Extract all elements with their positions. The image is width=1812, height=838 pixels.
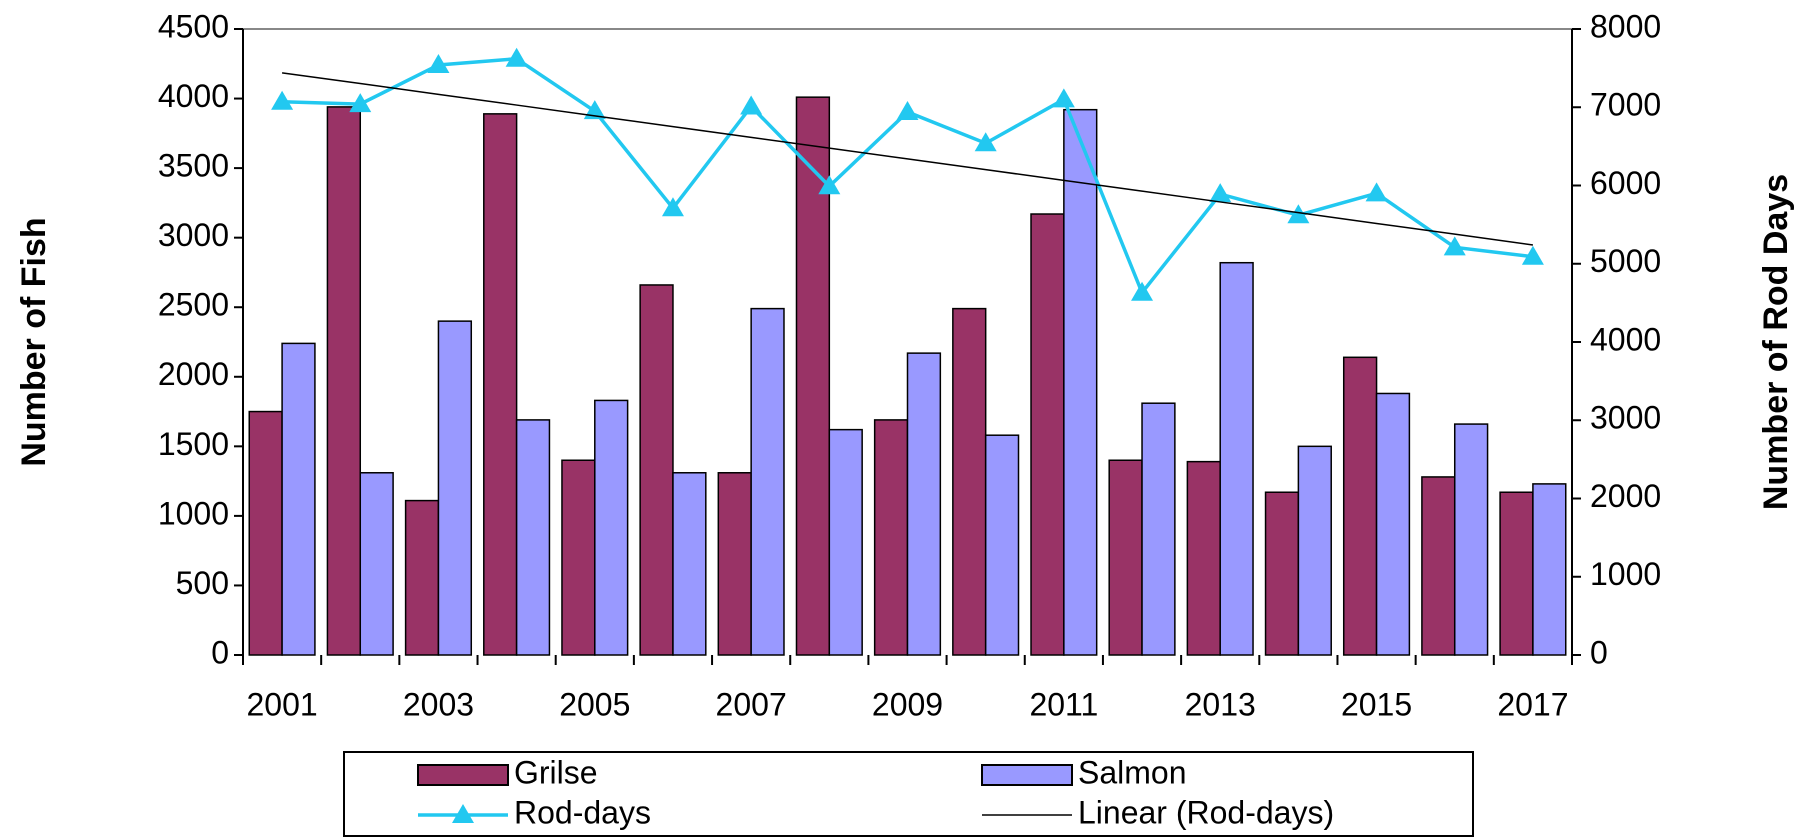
y2-tick-label: 5000 <box>1590 243 1661 279</box>
bar <box>1499 491 1534 656</box>
triangle-marker <box>271 90 294 110</box>
y2-tick-label: 1000 <box>1590 556 1661 592</box>
bar <box>1108 459 1143 656</box>
x-tick-label: 2009 <box>872 686 943 722</box>
triangle-marker <box>818 175 841 195</box>
triangle-marker <box>1287 204 1310 224</box>
bar <box>281 342 316 656</box>
legend-label: Grilse <box>514 754 598 790</box>
y-tick-label: 3000 <box>158 217 229 253</box>
y2-axis-title: Number of Rod Days <box>1757 174 1795 510</box>
x-tick-label: 2017 <box>1497 686 1568 722</box>
triangle-marker <box>1521 245 1544 265</box>
triangle-marker <box>1131 281 1154 301</box>
legend-label: Rod-days <box>514 794 651 830</box>
y-tick-label: 0 <box>211 634 229 670</box>
x-tick-label: 2015 <box>1341 686 1412 722</box>
x-tick-label: 2013 <box>1185 686 1256 722</box>
bar <box>873 419 909 656</box>
bar <box>1297 445 1332 656</box>
bar <box>1264 491 1300 656</box>
bar <box>1186 460 1221 656</box>
triangle-marker <box>1443 236 1466 256</box>
y-tick-label: 2500 <box>158 287 229 323</box>
legend-box <box>343 751 1474 837</box>
line-series <box>282 56 1534 297</box>
y2-tick-label: 3000 <box>1590 400 1661 436</box>
bar <box>750 307 785 656</box>
bar <box>1421 476 1456 656</box>
bar <box>594 399 629 656</box>
triangle-marker <box>661 197 684 217</box>
y2-tick-label: 0 <box>1590 634 1608 670</box>
triangle-marker <box>974 132 997 152</box>
y-tick-label: 2000 <box>158 356 229 392</box>
y2-tick-label: 2000 <box>1590 478 1661 514</box>
bar <box>639 284 674 656</box>
y-tick-label: 1000 <box>158 495 229 531</box>
y-axis-title: Number of Fish <box>15 217 53 466</box>
y2-tick-label: 6000 <box>1590 165 1661 201</box>
y-tick-label: 4000 <box>158 78 229 114</box>
bar <box>1342 356 1378 656</box>
y-tick-label: 3500 <box>158 148 229 184</box>
bar <box>359 472 394 656</box>
bar <box>1063 108 1098 656</box>
legend-swatch <box>417 764 509 786</box>
bar <box>561 459 596 656</box>
bar <box>1453 423 1489 656</box>
triangle-marker <box>896 100 919 120</box>
x-tick-label: 2011 <box>1029 686 1098 722</box>
triangle-marker <box>740 95 763 115</box>
bar <box>248 410 283 656</box>
bar <box>828 428 863 656</box>
bar <box>717 472 752 656</box>
y-tick-label: 500 <box>176 565 229 601</box>
y-tick-label: 1500 <box>158 426 229 462</box>
line-series <box>281 72 1534 246</box>
x-tick-label: 2007 <box>716 686 787 722</box>
bar <box>984 434 1020 656</box>
bar <box>1141 402 1176 656</box>
legend-label: Linear (Rod-days) <box>1078 794 1334 830</box>
bar <box>483 113 518 656</box>
x-tick-label: 2001 <box>246 686 317 722</box>
bar <box>672 472 707 656</box>
legend-label: Salmon <box>1078 754 1187 790</box>
triangle-marker <box>1209 183 1232 203</box>
triangle-marker <box>349 93 372 113</box>
x-tick-label: 2003 <box>403 686 474 722</box>
triangle-marker <box>1365 182 1388 202</box>
bar <box>1030 213 1065 656</box>
bar <box>437 320 473 656</box>
bar <box>1532 483 1567 656</box>
triangle-marker <box>427 53 450 73</box>
bar <box>515 419 551 656</box>
y2-tick-label: 7000 <box>1590 87 1661 123</box>
legend-swatch <box>981 764 1073 786</box>
bar <box>1375 392 1411 656</box>
bar <box>404 499 440 656</box>
y-tick-label: 4500 <box>158 8 229 44</box>
y2-tick-label: 8000 <box>1590 8 1661 44</box>
x-tick-label: 2005 <box>559 686 630 722</box>
bar <box>1219 261 1254 656</box>
triangle-marker <box>1052 88 1075 108</box>
triangle-marker <box>505 47 528 67</box>
bar <box>906 352 942 656</box>
bar <box>326 106 362 656</box>
y2-tick-label: 4000 <box>1590 321 1661 357</box>
bar <box>952 307 987 656</box>
legend-marker <box>452 804 474 823</box>
